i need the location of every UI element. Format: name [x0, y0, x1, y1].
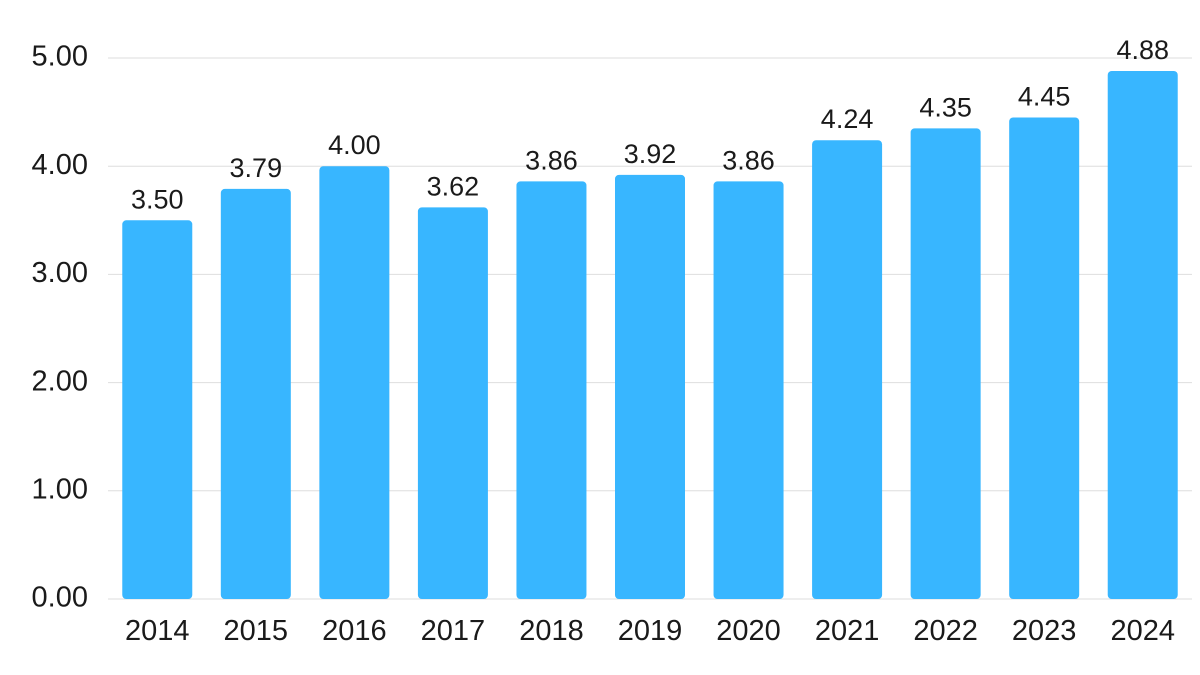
data-label-2024: 4.88: [1116, 35, 1169, 65]
bar-2022: [910, 128, 981, 599]
x-tick-label-2015: 2015: [224, 615, 289, 647]
data-label-2018: 3.86: [525, 145, 578, 175]
bar-2015: [220, 188, 291, 599]
x-tick-label-2024: 2024: [1110, 615, 1175, 647]
y-tick-label-3: 3.00: [32, 257, 88, 289]
y-tick-label-5: 5.00: [32, 41, 88, 73]
y-tick-label-0: 0.00: [32, 582, 88, 614]
x-axis-ticks: 2014 2015 2016 2017 2018 2019 2020 2021 2022 2023…: [125, 615, 1175, 647]
data-label-2022: 4.35: [919, 92, 972, 122]
x-tick-label-2022: 2022: [913, 615, 978, 647]
y-axis-ticks: 0.00 1.00 2.00 3.00 4.00 5.00: [32, 41, 88, 614]
bar-2016: [319, 166, 390, 599]
x-tick-label-2021: 2021: [815, 615, 880, 647]
x-tick-label-2020: 2020: [716, 615, 781, 647]
y-tick-label-4: 4.00: [32, 149, 88, 181]
y-tick-label-2: 2.00: [32, 365, 88, 397]
data-label-2021: 4.24: [821, 104, 874, 134]
x-tick-label-2019: 2019: [618, 615, 683, 647]
data-label-2023: 4.45: [1018, 82, 1071, 112]
data-label-2014: 3.50: [131, 184, 184, 214]
data-label-2017: 3.62: [427, 171, 480, 201]
bar-2019: [615, 174, 685, 599]
bar-2014: [122, 220, 193, 600]
data-label-2019: 3.92: [624, 139, 677, 169]
data-label-2016: 4.00: [328, 130, 381, 160]
x-tick-label-2017: 2017: [421, 615, 486, 647]
x-tick-label-2023: 2023: [1012, 615, 1077, 647]
bar-2023: [1009, 117, 1080, 599]
bar-2020: [713, 181, 784, 599]
bars: [122, 70, 1178, 600]
bar-2017: [417, 207, 488, 600]
bar-2018: [516, 181, 587, 599]
x-tick-label-2018: 2018: [519, 615, 584, 647]
bar-2024: [1107, 70, 1178, 599]
data-label-2015: 3.79: [230, 153, 283, 183]
y-tick-label-1: 1.00: [32, 473, 88, 505]
data-label-2020: 3.86: [722, 145, 775, 175]
x-tick-label-2014: 2014: [125, 615, 190, 647]
bar-2021: [812, 140, 883, 599]
x-tick-label-2016: 2016: [322, 615, 387, 647]
data-labels: 3.50 3.79 4.00 3.62 3.86 3.92 3.86 4.24 4.35 4.45…: [131, 35, 1169, 214]
